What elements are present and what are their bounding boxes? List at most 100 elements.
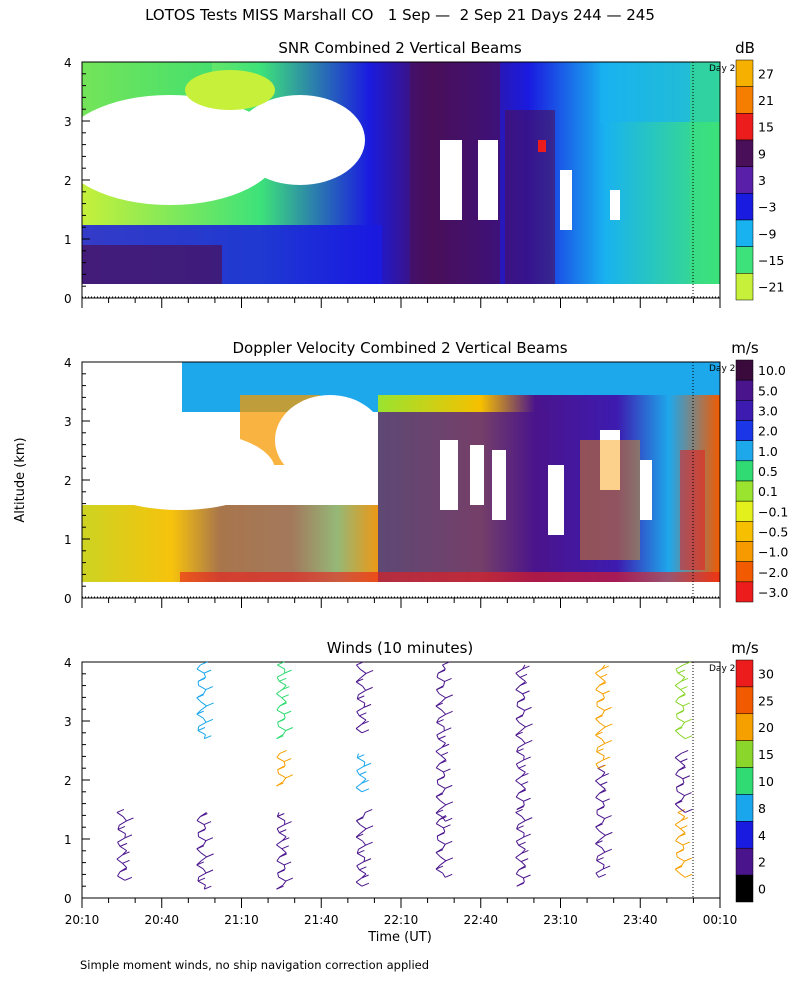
wind-barb — [442, 661, 450, 666]
wind-barb — [516, 825, 524, 830]
y-tick-label: 0 — [64, 892, 72, 906]
wind-staff — [436, 823, 444, 829]
wind-staff — [676, 856, 685, 862]
wind-barb — [684, 857, 692, 862]
wind-staff — [437, 839, 446, 845]
wind-staff — [678, 693, 686, 699]
colorbar-swatch — [735, 581, 754, 603]
wind-staff — [435, 705, 443, 711]
wind-staff — [276, 689, 283, 695]
wind-staff — [438, 738, 446, 744]
wind-staff — [278, 680, 287, 686]
wind-staff — [681, 722, 685, 727]
wind-barb — [519, 673, 528, 678]
wind-staff — [276, 781, 284, 787]
wind-staff — [515, 840, 520, 846]
wind-barb — [203, 821, 212, 826]
wind-staff — [677, 812, 686, 817]
wind-staff — [519, 681, 526, 687]
wind-barb — [604, 815, 612, 820]
wind-staff — [675, 836, 680, 842]
colorbar-swatch — [735, 420, 754, 441]
x-tick-label: 21:40 — [304, 913, 339, 927]
wind-barb — [205, 686, 214, 690]
y-tick-label: 1 — [64, 533, 72, 547]
wind-staff — [676, 782, 685, 788]
wind-staff — [442, 664, 446, 670]
wind-barb — [126, 817, 134, 822]
wind-staff — [435, 701, 442, 707]
wind-barb — [445, 784, 453, 789]
colorbar-label: 3 — [758, 173, 766, 188]
wind-staff — [282, 777, 287, 783]
wind-barb — [445, 840, 453, 845]
wind-staff — [674, 868, 680, 874]
wind-staff — [598, 681, 606, 687]
wind-staff — [362, 685, 367, 691]
wind-staff — [435, 763, 440, 769]
wind-staff — [516, 759, 524, 765]
wind-staff — [361, 719, 367, 725]
wind-barb — [524, 706, 532, 711]
wind-staff — [678, 765, 686, 771]
wind-staff — [356, 861, 365, 867]
wind-staff — [676, 709, 685, 715]
wind-staff — [518, 788, 526, 794]
wind-barb — [438, 735, 446, 740]
wind-barb — [523, 797, 531, 802]
colorbar-label: 10.0 — [758, 363, 786, 378]
wind-staff — [596, 697, 605, 703]
wind-staff — [356, 694, 359, 700]
y-tick-label: 4 — [64, 656, 72, 670]
wind-staff — [595, 689, 603, 695]
wind-staff — [355, 728, 363, 734]
wind-barb — [365, 841, 373, 846]
wind-staff — [355, 881, 363, 887]
wind-staff — [435, 819, 440, 824]
wind-staff — [596, 751, 605, 757]
wind-staff — [360, 828, 367, 834]
wind-barb — [117, 825, 126, 830]
wind-staff — [595, 685, 600, 691]
wind-staff — [442, 816, 446, 822]
wind-staff — [276, 709, 285, 715]
wind-staff — [435, 746, 443, 752]
wind-staff — [595, 668, 603, 674]
wind-staff — [283, 714, 286, 719]
wind-staff — [360, 673, 367, 679]
wind-staff — [281, 697, 287, 703]
wind-staff — [516, 836, 524, 842]
wind-staff — [281, 848, 287, 854]
wind-staff — [277, 872, 280, 878]
wind-barb — [445, 857, 454, 862]
wind-barb — [361, 882, 370, 887]
wind-staff — [356, 765, 365, 771]
wind-staff — [516, 824, 519, 830]
wind-barb — [285, 774, 294, 779]
wind-staff — [595, 776, 603, 782]
wind-barb — [124, 876, 133, 881]
colorbar-swatch — [735, 273, 754, 301]
wind-staff — [363, 703, 366, 708]
colorbar-swatch — [735, 400, 754, 421]
footnote: Simple moment winds, no ship navigation … — [80, 958, 430, 972]
wind-staff — [516, 705, 525, 711]
wind-staff — [595, 714, 603, 720]
snr-panel: SNR Combined 2 Vertical Beams dB Day 2 0… — [60, 39, 784, 308]
wind-barb — [363, 703, 372, 708]
wind-staff — [439, 856, 447, 862]
wind-staff — [602, 864, 605, 870]
wind-staff — [436, 718, 440, 723]
wind-staff — [276, 753, 281, 758]
wind-staff — [597, 767, 606, 773]
wind-staff — [520, 861, 526, 867]
wind-staff — [675, 770, 680, 775]
wind-staff — [278, 725, 287, 731]
wind-staff — [596, 805, 605, 811]
y-tick-label: 0 — [64, 592, 72, 606]
wind-staff — [197, 880, 206, 886]
wind-staff — [435, 808, 441, 814]
wind-barb — [684, 808, 693, 813]
wind-staff — [679, 734, 686, 740]
wind-staff — [674, 824, 681, 830]
